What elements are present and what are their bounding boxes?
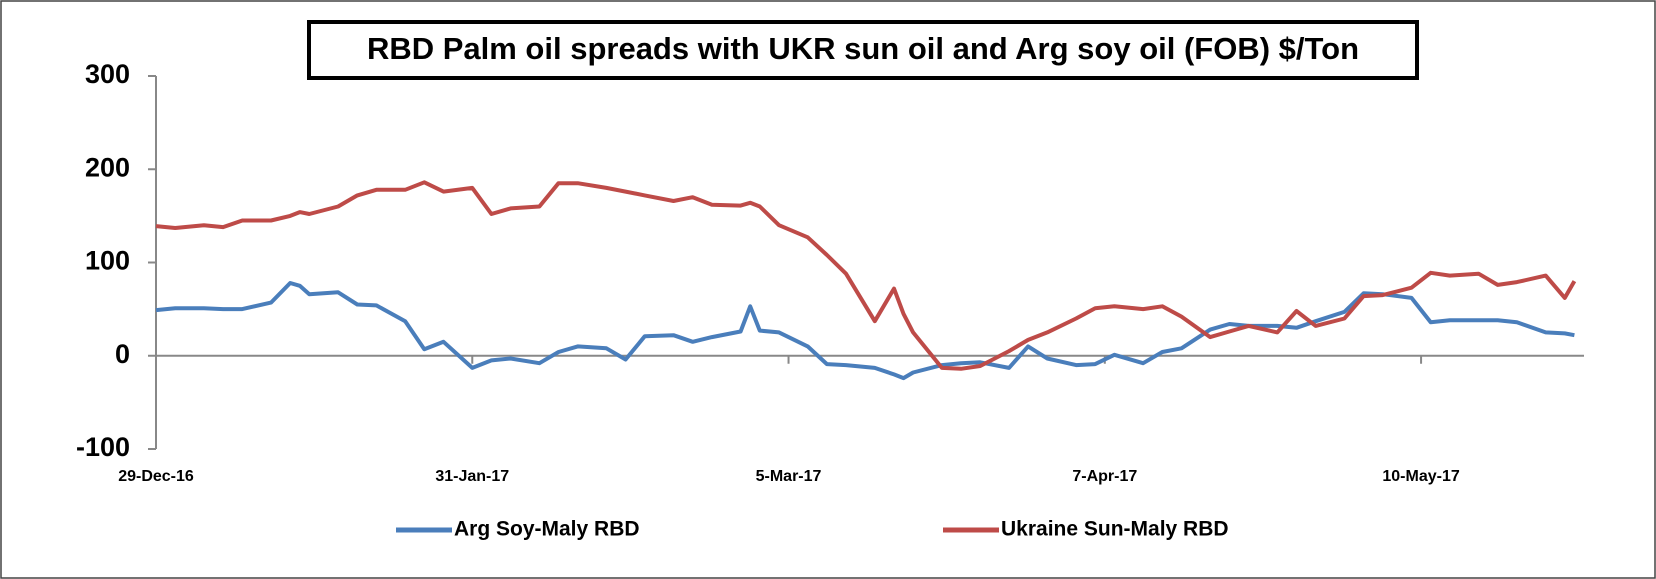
title-box <box>307 20 1419 80</box>
y-tick-label: 300 <box>85 59 130 89</box>
series-line <box>155 281 1575 381</box>
legend-label: Arg Soy-Maly RBD <box>454 518 640 541</box>
series-line <box>155 180 1577 371</box>
y-tick-label: 100 <box>85 246 130 276</box>
y-tick-label: -100 <box>76 432 130 462</box>
x-tick-label: 31-Jan-17 <box>435 468 509 485</box>
y-tick-label: 0 <box>115 339 130 369</box>
x-tick-label: 5-Mar-17 <box>756 468 822 485</box>
x-tick-label: 7-Apr-17 <box>1072 468 1137 485</box>
legend-label: Ukraine Sun-Maly RBD <box>1001 518 1229 541</box>
x-tick-label: 10-May-17 <box>1382 468 1459 485</box>
x-tick-label: 29-Dec-16 <box>118 468 194 485</box>
y-tick-label: 200 <box>85 152 130 182</box>
chart-title: RBD Palm oil spreads with UKR sun oil an… <box>367 31 1359 66</box>
